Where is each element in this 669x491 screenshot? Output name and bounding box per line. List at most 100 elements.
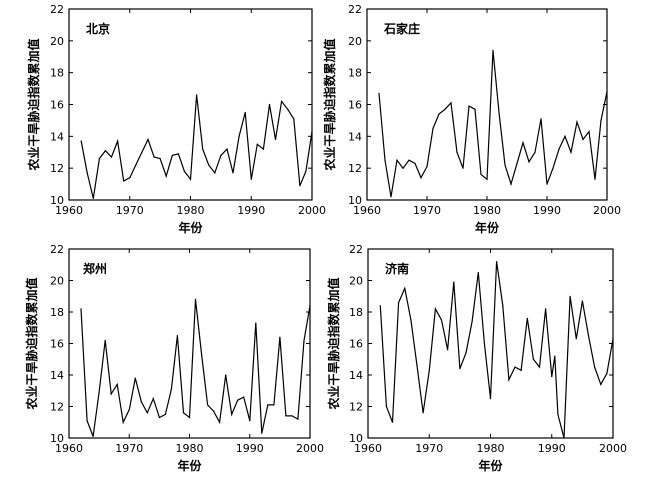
data-point <box>444 108 446 110</box>
data-point <box>440 319 443 321</box>
data-point <box>110 156 113 158</box>
data-point <box>273 404 275 406</box>
y-tick-label: 22 <box>50 3 64 16</box>
data-point <box>538 366 541 368</box>
data-point <box>434 308 436 310</box>
data-point <box>612 338 614 340</box>
data-point <box>255 322 257 324</box>
data-point <box>468 105 470 107</box>
data-point <box>274 138 277 141</box>
data-point <box>581 300 584 302</box>
plot-frame <box>367 248 614 439</box>
y-tick-label: 18 <box>349 306 363 319</box>
data-point <box>504 164 506 166</box>
y-axis-label: 农业干旱胁迫指数累加值 <box>326 277 341 410</box>
data-point <box>569 295 571 297</box>
data-point <box>225 374 227 376</box>
x-tick-label: 2000 <box>593 204 621 217</box>
data-point <box>297 418 299 420</box>
y-tick-label: 14 <box>348 130 362 143</box>
x-tick-label: 1960 <box>354 442 382 455</box>
data-point <box>303 339 305 341</box>
data-point <box>582 138 584 141</box>
data-point <box>545 308 547 310</box>
data-point <box>551 376 553 378</box>
data-point <box>432 127 434 129</box>
data-point <box>450 102 452 104</box>
data-point <box>98 391 100 393</box>
data-point <box>232 172 234 174</box>
data-point <box>385 405 387 408</box>
data-point <box>600 383 602 385</box>
data-point <box>226 148 228 150</box>
data-point <box>514 366 516 368</box>
data-point <box>447 349 449 351</box>
data-point <box>250 178 252 180</box>
data-point <box>408 159 410 161</box>
data-point <box>135 164 137 166</box>
data-point <box>146 412 148 414</box>
x-axis-label: 年份 <box>178 220 203 235</box>
y-tick-label: 22 <box>349 243 363 256</box>
y-tick-label: 14 <box>50 130 64 143</box>
x-tick-label: 1980 <box>177 204 205 217</box>
data-point <box>98 158 100 160</box>
data-point <box>183 170 185 172</box>
data-point <box>244 111 246 114</box>
data-point <box>575 338 577 340</box>
data-point <box>256 143 258 145</box>
x-tick-label: 1970 <box>116 204 144 217</box>
data-point <box>104 150 106 152</box>
data-point <box>522 142 524 144</box>
data-point <box>147 138 149 141</box>
data-point <box>410 319 412 321</box>
x-tick-label: 1990 <box>237 204 265 217</box>
x-tick-label: 1970 <box>415 442 443 455</box>
data-point <box>305 170 307 172</box>
y-tick-label: 14 <box>50 369 64 382</box>
y-tick-label: 12 <box>50 401 64 414</box>
data-point <box>110 393 112 395</box>
data-point <box>287 108 289 110</box>
y-tick-label: 12 <box>348 162 362 175</box>
data-point <box>606 372 608 374</box>
data-point <box>587 335 590 337</box>
data-point <box>220 154 222 156</box>
data-point <box>516 162 518 164</box>
y-tick-label: 20 <box>348 35 362 48</box>
data-point <box>391 421 394 423</box>
y-tick-label: 20 <box>349 275 363 288</box>
x-tick-label: 1990 <box>236 442 264 455</box>
y-tick-label: 16 <box>50 338 64 351</box>
data-point <box>428 369 430 371</box>
data-point <box>474 108 476 110</box>
data-point <box>564 135 566 137</box>
data-point <box>456 151 458 153</box>
data-point <box>492 49 494 52</box>
data-point <box>129 177 131 179</box>
y-axis-label: 农业干旱胁迫指数累加值 <box>24 277 39 410</box>
data-point <box>489 398 492 400</box>
data-point <box>510 183 512 185</box>
data-point <box>202 148 204 150</box>
data-point <box>520 369 522 371</box>
data-point <box>152 398 154 400</box>
data-point <box>249 420 251 422</box>
y-tick-label: 12 <box>50 162 64 175</box>
x-axis-label: 年份 <box>475 220 500 235</box>
data-point <box>86 172 88 174</box>
data-point <box>379 305 381 307</box>
data-point <box>201 353 203 356</box>
data-point <box>285 415 287 417</box>
x-tick-label: 2000 <box>296 442 324 455</box>
data-point <box>134 377 136 379</box>
y-tick-label: 16 <box>50 99 64 112</box>
data-point <box>480 173 482 176</box>
x-axis-label: 年份 <box>478 458 503 473</box>
data-point <box>526 317 528 319</box>
